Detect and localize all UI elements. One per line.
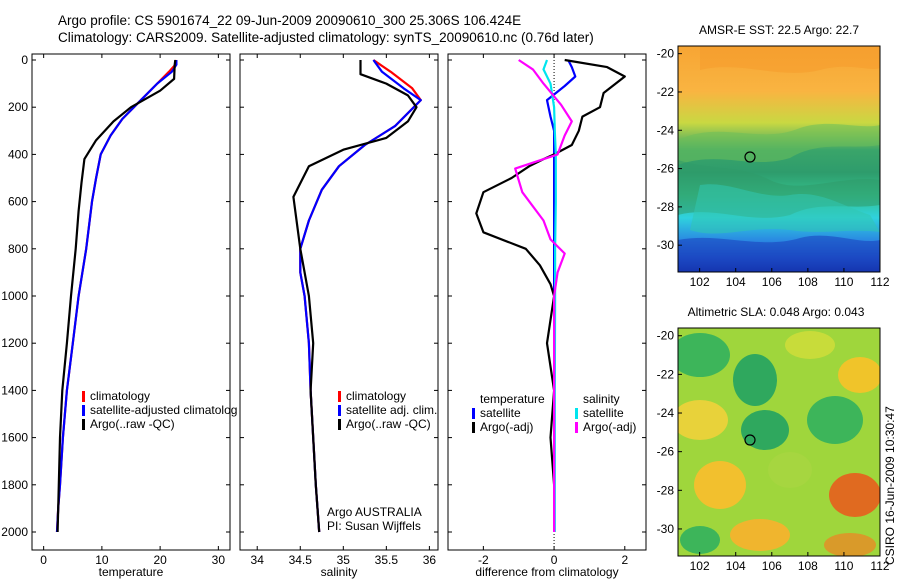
y-tick-label: 200 bbox=[8, 100, 28, 114]
salinity-series-2 bbox=[292, 60, 418, 533]
y-tick-label: 600 bbox=[8, 195, 28, 209]
legend-swatch bbox=[472, 422, 475, 433]
temperature-x-axis-label: temperature bbox=[99, 565, 164, 579]
map-y-tick-label: -20 bbox=[657, 47, 675, 61]
timestamp-label: CSIRO 16-Jun-2009 10:30:47 bbox=[883, 406, 897, 565]
legend-swatch bbox=[472, 408, 475, 419]
map-x-tick-label: 110 bbox=[834, 275, 853, 289]
map-x-tick-label: 102 bbox=[690, 275, 710, 289]
sla-map: Altimetric SLA: 0.048 Argo: 0.043 102 104… bbox=[657, 305, 890, 573]
map-y-tick-label: -20 bbox=[657, 329, 675, 343]
y-tick-label: 400 bbox=[8, 147, 28, 161]
legend-swatch bbox=[82, 405, 85, 416]
legend-label: climatology bbox=[90, 389, 150, 403]
x-tick-label: 30 bbox=[212, 553, 226, 567]
x-tick-label: 35 bbox=[337, 553, 351, 567]
sla-float-marker bbox=[744, 434, 756, 446]
map-x-tick-label: 106 bbox=[762, 559, 782, 573]
difference-plot-frame bbox=[447, 53, 647, 551]
temperature-panel: 0 10 20 30 0 200 400 600 800 1000 1200 1400 1600 1800… bbox=[1, 53, 237, 579]
map-x-tick-label: 106 bbox=[762, 275, 782, 289]
legend-label: satellite bbox=[480, 406, 521, 420]
map-x-tick-label: 112 bbox=[870, 275, 889, 289]
map-y-tick-label: -26 bbox=[657, 445, 675, 459]
temperature-series-1 bbox=[55, 60, 178, 533]
y-tick-label: 1800 bbox=[1, 478, 28, 492]
map-y-tick-label: -24 bbox=[657, 406, 675, 420]
legend-swatch bbox=[82, 419, 85, 430]
sst-map-title: AMSR-E SST: 22.5 Argo: 22.7 bbox=[699, 23, 859, 37]
legend-swatch bbox=[575, 422, 578, 433]
map-x-tick-label: 108 bbox=[798, 559, 818, 573]
salinity-plot-frame bbox=[239, 53, 439, 551]
difference-series-3 bbox=[514, 59, 573, 532]
y-tick-label: 1200 bbox=[1, 336, 28, 350]
map-y-tick-label: -28 bbox=[657, 200, 675, 214]
map-y-tick-label: -30 bbox=[657, 238, 675, 252]
x-tick-label: 10 bbox=[95, 553, 109, 567]
y-tick-label: 0 bbox=[21, 53, 28, 67]
legend-label: satellite bbox=[583, 406, 624, 420]
temperature-series-2 bbox=[56, 59, 177, 533]
sst-float-marker bbox=[744, 151, 756, 163]
annotation-text: Argo AUSTRALIA bbox=[327, 505, 422, 519]
x-tick-label: 2 bbox=[621, 553, 628, 567]
legend-label: satellite adj. clim. bbox=[346, 403, 437, 417]
legend-title: salinity bbox=[583, 392, 620, 406]
x-tick-label: -2 bbox=[478, 553, 489, 567]
legend-label: Argo(..raw -QC) bbox=[90, 417, 175, 431]
sla-map-title: Altimetric SLA: 0.048 Argo: 0.043 bbox=[688, 305, 865, 319]
temperature-plot-frame bbox=[31, 53, 231, 551]
x-tick-label: 0 bbox=[551, 553, 558, 567]
legend-label: Argo(-adj) bbox=[480, 420, 533, 434]
legend-swatch bbox=[338, 419, 341, 430]
legend-swatch bbox=[575, 408, 578, 419]
x-tick-label: 34.5 bbox=[289, 553, 313, 567]
difference-series-1 bbox=[475, 58, 626, 532]
sst-map: AMSR-E SST: 22.5 Argo: 22.7 102 104 106 108… bbox=[657, 23, 890, 289]
sst-map-image bbox=[678, 46, 880, 272]
difference-x-axis-label: difference from climatology bbox=[475, 565, 618, 579]
annotation-text: PI: Susan Wijffels bbox=[327, 519, 421, 533]
map-x-tick-label: 108 bbox=[798, 275, 818, 289]
y-tick-label: 2000 bbox=[1, 525, 28, 539]
legend-label: Argo(-adj) bbox=[583, 420, 636, 434]
legend-swatch bbox=[338, 405, 341, 416]
legend-swatch bbox=[338, 391, 341, 402]
map-y-tick-label: -22 bbox=[657, 367, 675, 381]
y-tick-label: 1600 bbox=[1, 431, 28, 445]
map-y-tick-label: -22 bbox=[657, 85, 675, 99]
x-tick-label: 35.5 bbox=[375, 553, 399, 567]
legend-label: climatology bbox=[346, 389, 406, 403]
map-y-tick-label: -24 bbox=[657, 123, 675, 137]
map-x-tick-label: 112 bbox=[870, 559, 889, 573]
figure-title-line1: Argo profile: CS 5901674_22 09-Jun-2009 … bbox=[58, 13, 521, 28]
figure-title-line2: Climatology: CARS2009. Satellite-adjuste… bbox=[58, 30, 594, 45]
map-y-tick-label: -26 bbox=[657, 162, 675, 176]
y-tick-label: 1000 bbox=[1, 289, 28, 303]
map-y-tick-label: -28 bbox=[657, 483, 675, 497]
y-tick-label: 1400 bbox=[1, 383, 28, 397]
x-tick-label: 34 bbox=[251, 553, 265, 567]
y-tick-label: 800 bbox=[8, 242, 28, 256]
x-tick-label: 36 bbox=[423, 553, 437, 567]
sla-map-image bbox=[678, 328, 880, 556]
map-x-tick-label: 104 bbox=[726, 275, 746, 289]
x-tick-label: 0 bbox=[40, 553, 47, 567]
legend-title: temperature bbox=[480, 392, 545, 406]
map-x-tick-label: 104 bbox=[726, 559, 746, 573]
map-x-tick-label: 102 bbox=[690, 559, 710, 573]
map-x-tick-label: 110 bbox=[834, 559, 853, 573]
legend-label: satellite-adjusted climatolog bbox=[90, 403, 237, 417]
legend-label: Argo(..raw -QC) bbox=[346, 417, 431, 431]
map-y-tick-label: -30 bbox=[657, 522, 675, 536]
salinity-x-axis-label: salinity bbox=[321, 565, 358, 579]
legend-swatch bbox=[82, 391, 85, 402]
x-tick-label: 20 bbox=[153, 553, 167, 567]
salinity-panel: 34 34.5 35 35.5 36 salinity climatologysatelli… bbox=[239, 53, 439, 579]
